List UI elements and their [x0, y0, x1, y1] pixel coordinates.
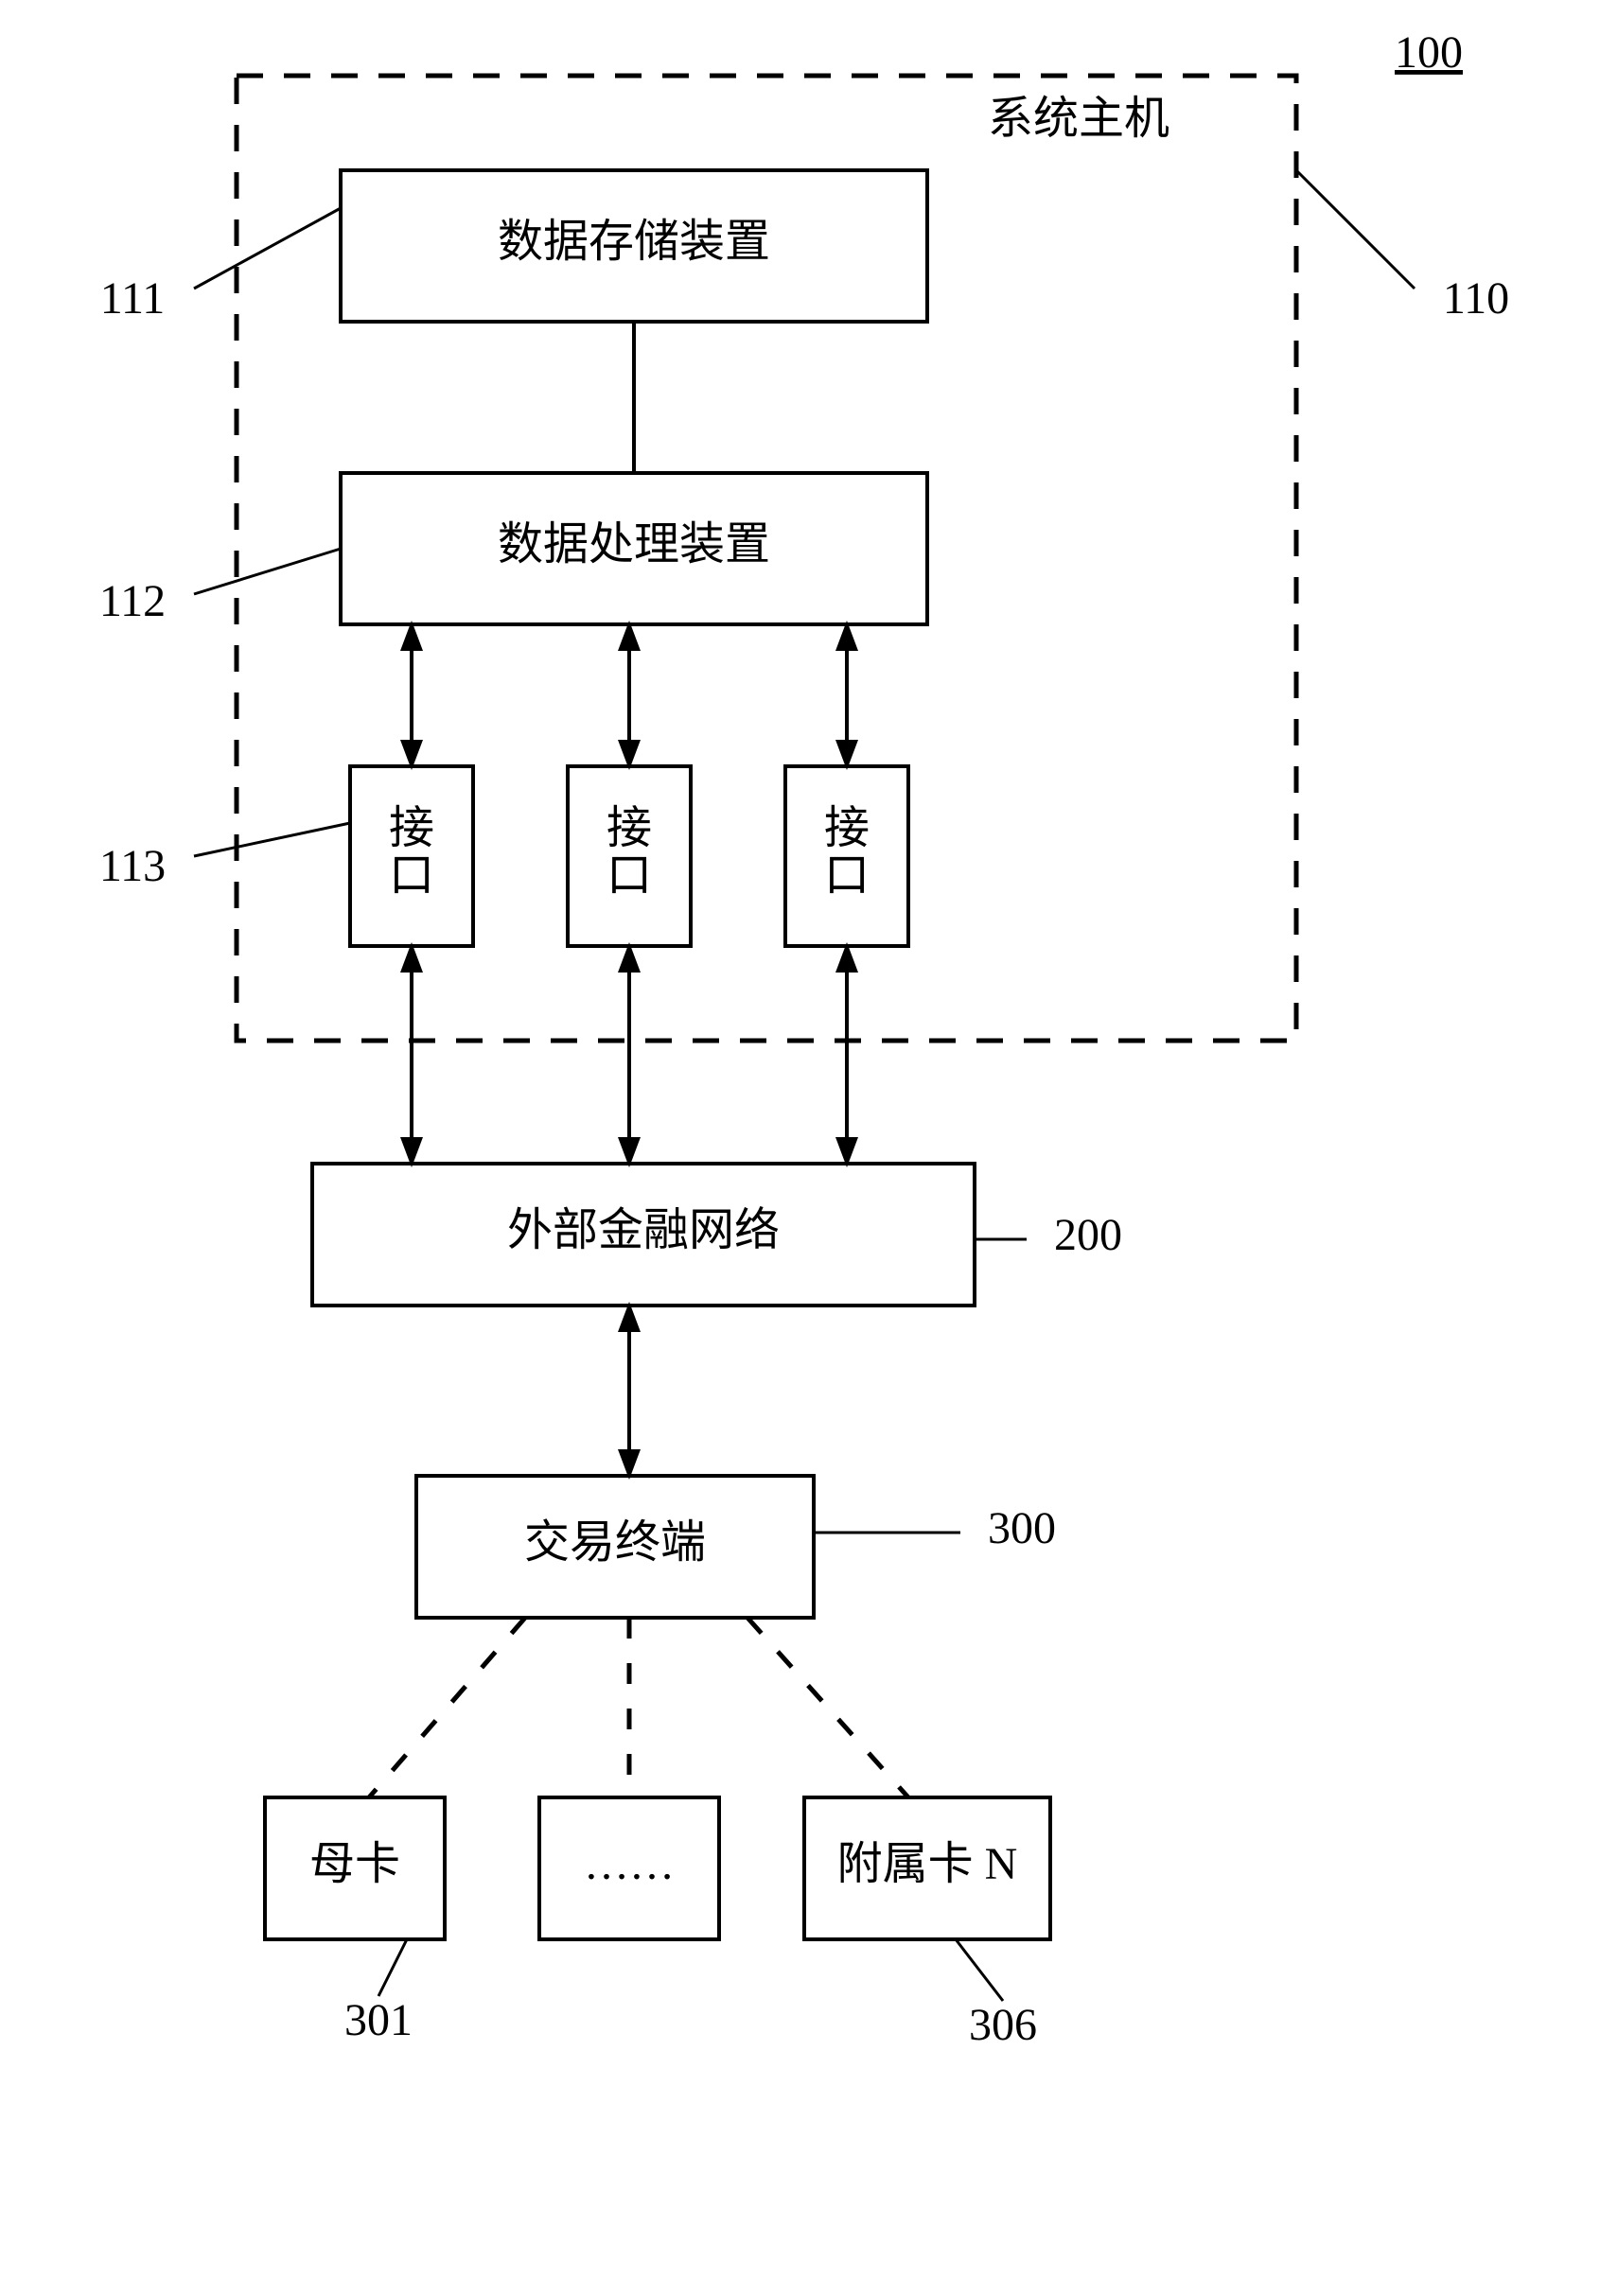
leader-0 [194, 208, 341, 289]
node-mother-label: 母卡 [309, 1839, 400, 1889]
node-iface2-label: 口 [607, 850, 652, 901]
node-iface2-label: 接 [607, 803, 652, 853]
node-processor-label: 数据处理装置 [498, 519, 770, 570]
edge-dashed-8 [369, 1618, 525, 1797]
ref-300: 300 [988, 1503, 1056, 1553]
leader-6 [378, 1939, 407, 1996]
ref-306: 306 [969, 2000, 1037, 2050]
system-host-label: 系统主机 [988, 94, 1169, 144]
node-iface1-label: 接 [389, 803, 434, 853]
ref-200: 200 [1054, 1210, 1122, 1260]
node-iface3-label: 口 [824, 850, 870, 901]
ref-113: 113 [99, 841, 166, 891]
system-diagram: 系统主机100数据存储装置数据处理装置接口接口接口外部金融网络交易终端母卡……附… [0, 0, 1600, 2296]
figure-ref-100: 100 [1395, 27, 1463, 78]
node-iface1-label: 口 [389, 850, 434, 901]
leader-3 [1296, 170, 1415, 289]
node-dots-label: …… [584, 1839, 675, 1889]
ref-301: 301 [344, 1995, 413, 2045]
ref-111: 111 [100, 273, 165, 324]
leader-2 [194, 823, 350, 856]
node-terminal-label: 交易终端 [524, 1517, 706, 1568]
node-iface3-label: 接 [824, 803, 870, 853]
edge-dashed-10 [747, 1618, 908, 1797]
node-affN-label: 附属卡 N [837, 1839, 1018, 1889]
node-storage-label: 数据存储装置 [498, 217, 770, 267]
leader-1 [194, 549, 341, 594]
ref-110: 110 [1443, 273, 1509, 324]
ref-112: 112 [99, 576, 166, 626]
leader-7 [956, 1939, 1003, 2001]
node-network-label: 外部金融网络 [507, 1205, 780, 1255]
